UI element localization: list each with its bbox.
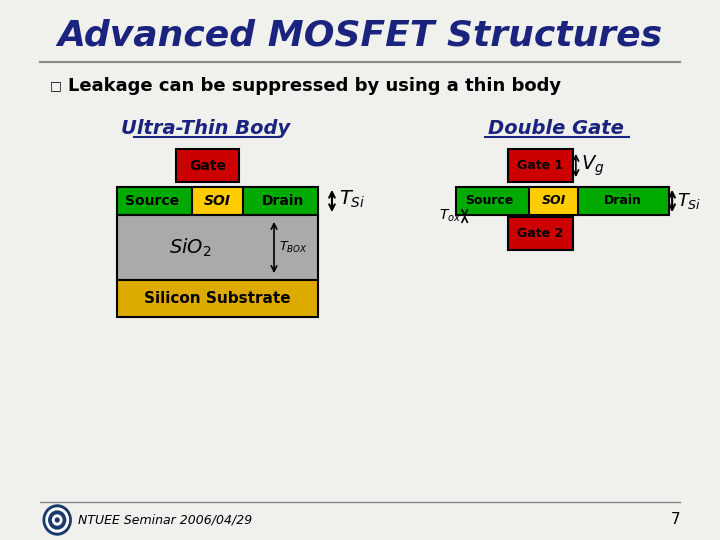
Bar [529, 187, 577, 215]
Text: Drain: Drain [603, 194, 642, 207]
Text: $V_g$: $V_g$ [582, 153, 605, 178]
Text: Source: Source [465, 194, 513, 207]
Bar [456, 187, 670, 215]
Text: Silicon Substrate: Silicon Substrate [144, 291, 291, 306]
Text: Leakage can be suppressed by using a thin body: Leakage can be suppressed by using a thi… [68, 77, 562, 95]
Text: Ultra-Thin Body: Ultra-Thin Body [121, 118, 290, 138]
Circle shape [43, 505, 71, 535]
Text: 7: 7 [671, 512, 680, 528]
Bar [117, 187, 318, 215]
Text: Gate: Gate [189, 159, 226, 172]
Bar [176, 149, 240, 182]
Text: Advanced MOSFET Structures: Advanced MOSFET Structures [58, 18, 662, 52]
Text: NTUEE Seminar 2006/04/29: NTUEE Seminar 2006/04/29 [78, 514, 252, 526]
Text: $T_{ox}$: $T_{ox}$ [438, 208, 461, 224]
Text: SOI: SOI [541, 194, 566, 207]
Text: $T_{Si}$: $T_{Si}$ [677, 191, 701, 211]
Text: $T_{Si}$: $T_{Si}$ [338, 188, 365, 210]
Text: SOI: SOI [204, 194, 231, 208]
Text: Source: Source [125, 194, 179, 208]
Text: Gate 2: Gate 2 [517, 227, 564, 240]
Circle shape [46, 508, 68, 532]
Text: □: □ [50, 79, 61, 92]
Text: $T_{BOX}$: $T_{BOX}$ [279, 240, 307, 255]
Bar [508, 149, 573, 182]
Text: Double Gate: Double Gate [488, 118, 624, 138]
Circle shape [49, 511, 66, 529]
Circle shape [53, 515, 62, 525]
Text: $SiO_2$: $SiO_2$ [168, 237, 211, 259]
Text: Gate 1: Gate 1 [517, 159, 564, 172]
Text: Drain: Drain [262, 194, 305, 208]
Bar [192, 187, 243, 215]
Bar [117, 280, 318, 317]
Bar [117, 215, 318, 280]
Circle shape [55, 518, 59, 522]
Bar [508, 217, 573, 250]
